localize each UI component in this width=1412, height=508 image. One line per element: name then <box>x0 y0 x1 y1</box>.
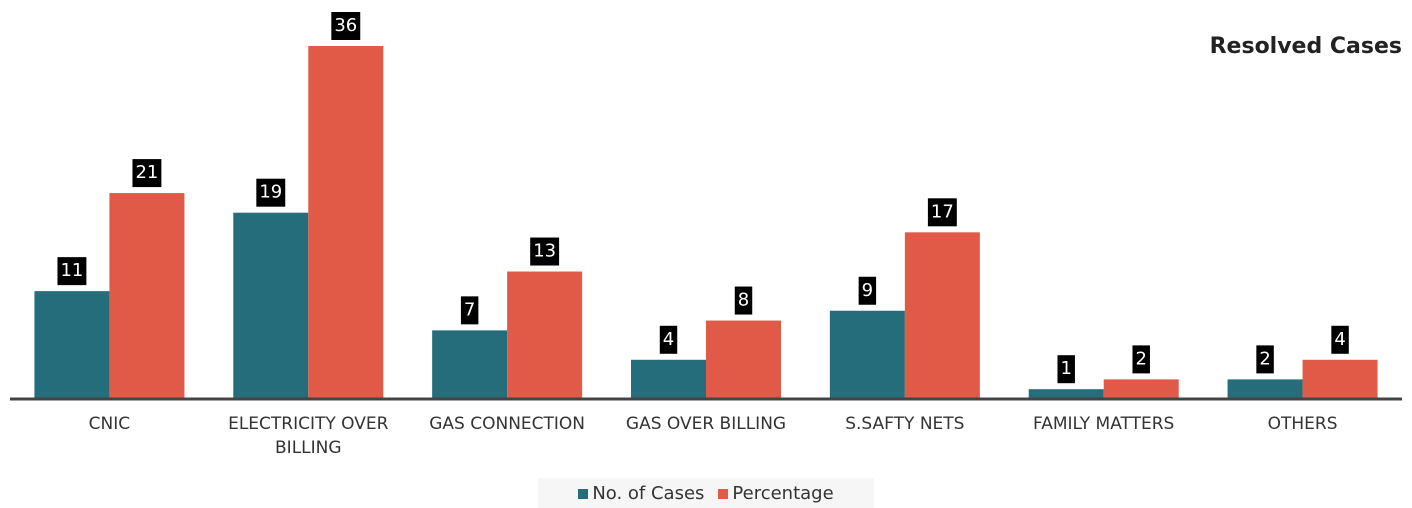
data-label-box <box>1256 345 1274 374</box>
data-label: 7 <box>460 296 479 325</box>
bar <box>904 232 980 399</box>
legend-item: No. of Cases <box>578 483 704 504</box>
x-tick-label: S.SAFTY NETS <box>845 414 965 434</box>
bar <box>233 212 309 399</box>
data-label: 4 <box>1331 325 1349 354</box>
data-label-text: 11 <box>60 260 83 281</box>
bar <box>1028 389 1104 399</box>
data-label-text: 9 <box>862 280 873 301</box>
data-label: 8 <box>734 286 753 315</box>
legend-label: Percentage <box>732 482 834 504</box>
data-label-box <box>659 325 678 354</box>
bar <box>1302 359 1378 399</box>
data-label-text: 13 <box>533 241 556 262</box>
legend: No. of Cases Percentage <box>538 478 874 508</box>
data-label-box <box>256 178 286 207</box>
data-label-box <box>57 257 87 286</box>
data-label-text: 21 <box>135 162 158 183</box>
chart-title: Resolved Cases <box>1209 34 1402 59</box>
data-label: 19 <box>256 178 286 207</box>
x-tick-label: OTHERS <box>1267 414 1338 434</box>
data-label-box <box>1057 355 1075 384</box>
bar <box>109 193 185 399</box>
data-label: 9 <box>858 276 877 305</box>
bar <box>507 271 583 399</box>
bar <box>308 46 384 399</box>
data-label: 1 <box>1057 355 1075 384</box>
bar <box>34 291 110 399</box>
data-label-box <box>331 12 361 40</box>
data-label: 4 <box>659 325 678 354</box>
bar <box>631 359 706 399</box>
data-label: 36 <box>331 12 361 40</box>
data-label-text: 4 <box>1334 329 1345 350</box>
bar <box>706 320 781 399</box>
bar <box>1227 379 1303 399</box>
bar <box>432 330 508 399</box>
data-label-text: 36 <box>334 15 357 36</box>
data-label-text: 8 <box>738 290 749 311</box>
data-label: 2 <box>1256 345 1274 374</box>
legend-item: Percentage <box>718 482 834 504</box>
data-label: 17 <box>927 198 957 227</box>
legend-swatch <box>718 488 729 499</box>
data-label: 21 <box>132 159 162 188</box>
legend-swatch <box>578 488 589 499</box>
data-label-text: 4 <box>663 329 674 350</box>
data-label: 2 <box>1132 345 1150 374</box>
x-tick-label: ELECTRICITY OVER BILLING <box>228 414 389 458</box>
data-label-box <box>1331 325 1349 354</box>
data-label-box <box>132 159 162 188</box>
data-label: 13 <box>530 237 560 266</box>
data-label-box <box>530 237 560 266</box>
data-label-box <box>460 296 479 325</box>
data-label-box <box>1132 345 1150 374</box>
x-tick-label: FAMILY MATTERS <box>1033 414 1175 434</box>
data-label-text: 19 <box>259 182 282 203</box>
legend-label: No. of Cases <box>592 482 705 504</box>
data-label-box <box>927 198 957 227</box>
x-tick-label: GAS CONNECTION <box>429 414 586 434</box>
data-label-text: 2 <box>1135 348 1146 369</box>
data-label: 11 <box>57 257 87 286</box>
bar <box>1103 379 1179 399</box>
x-tick-label: GAS OVER BILLING <box>625 414 787 434</box>
bar <box>829 310 905 399</box>
data-label-box <box>734 286 753 315</box>
data-label-text: 1 <box>1060 358 1071 379</box>
x-tick-label: CNIC <box>88 414 131 434</box>
data-label-text: 17 <box>931 201 954 222</box>
data-label-box <box>858 276 877 305</box>
data-label-text: 7 <box>464 299 475 320</box>
data-label-text: 2 <box>1259 348 1270 369</box>
